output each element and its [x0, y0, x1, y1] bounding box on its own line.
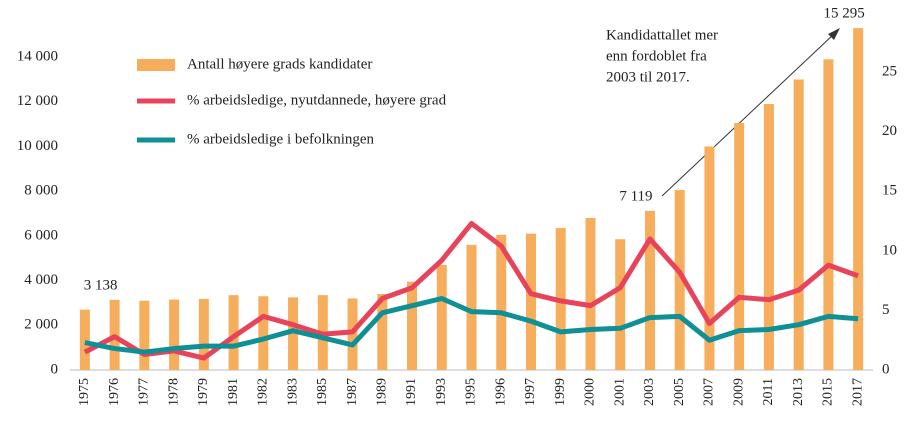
bar [169, 299, 180, 370]
bar [644, 210, 655, 370]
bar [496, 234, 507, 370]
x-tick-label: 1978 [166, 378, 181, 406]
legend-label: Antall høyere grads kandidater [187, 56, 372, 72]
x-tick-label: 2001 [612, 378, 627, 406]
x-tick-label: 1991 [404, 378, 419, 406]
x-tick-label: 1979 [196, 378, 211, 406]
x-tick-label: 1989 [374, 378, 389, 406]
x-tick-label: 1999 [553, 378, 568, 406]
legend-label: % arbeidsledige i befolkningen [187, 131, 375, 147]
data-label: 15 295 [824, 6, 865, 22]
bar [407, 281, 418, 370]
y-tick-label: 14 000 [17, 48, 58, 64]
x-tick-label: 2013 [791, 378, 806, 406]
x-tick-label: 1996 [493, 378, 508, 406]
x-tick-label: 1982 [256, 378, 271, 406]
bar [853, 28, 864, 371]
bar [288, 297, 299, 370]
bar [763, 104, 774, 370]
bar [585, 218, 596, 370]
x-tick-label: 1983 [285, 378, 300, 406]
legend-swatch [137, 59, 175, 71]
bar [377, 294, 388, 370]
x-tick-label: 1993 [434, 378, 449, 406]
x-tick-label: 2011 [761, 378, 776, 405]
x-tick-label: 2007 [702, 378, 717, 406]
bar [198, 298, 209, 370]
annotation: 2003 til 2017. [606, 69, 690, 85]
y2-tick-label: 10 [882, 242, 897, 258]
x-tick-label: 1981 [226, 378, 241, 406]
y-tick-label: 2 000 [24, 317, 58, 333]
legend-label: % arbeidsledige, nyutdannede, høyere gra… [187, 92, 447, 108]
data-label: 7 119 [619, 188, 652, 204]
bar [228, 295, 239, 370]
line-series [84, 296, 859, 355]
bar [258, 296, 269, 370]
y-tick-label: 4 000 [24, 272, 58, 288]
bar [823, 59, 834, 370]
annotation-arrow [661, 33, 835, 197]
arrow-head [828, 28, 840, 40]
x-tick-label: 2005 [672, 378, 687, 406]
x-tick-label: 1987 [345, 378, 360, 406]
annotation: enn fordoblet fra [606, 48, 707, 64]
y2-tick-label: 5 [882, 302, 890, 318]
y-tick-label: 0 [51, 361, 59, 377]
x-tick-label: 2000 [583, 378, 598, 406]
x-tick-label: 1985 [315, 378, 330, 406]
line-series [83, 220, 859, 361]
bar [79, 309, 90, 370]
bar [674, 190, 685, 370]
y-tick-label: 10 000 [17, 138, 58, 154]
bar [466, 244, 477, 370]
y-tick-label: 12 000 [17, 93, 58, 109]
x-tick-label: 2015 [821, 378, 836, 406]
y2-tick-label: 0 [882, 361, 890, 377]
y-tick-label: 6 000 [24, 227, 58, 243]
bar [436, 264, 447, 370]
bar [139, 300, 150, 370]
bar [704, 146, 715, 370]
x-tick-label: 2009 [731, 378, 746, 406]
x-tick-label: 1997 [523, 378, 538, 406]
x-tick-label: 2003 [642, 378, 657, 406]
y-tick-label: 8 000 [24, 183, 58, 199]
y2-tick-label: 15 [882, 183, 897, 199]
data-label: 3 138 [84, 277, 118, 293]
annotation: Kandidattallet mer [606, 27, 718, 43]
x-tick-label: 1995 [464, 378, 479, 406]
x-tick-label: 1976 [107, 378, 122, 406]
y2-tick-label: 20 [882, 123, 897, 139]
bar [793, 79, 804, 370]
bar [525, 233, 536, 370]
bar [615, 239, 626, 370]
y2-tick-label: 25 [882, 64, 897, 80]
x-tick-label: 1977 [137, 378, 152, 406]
x-tick-label: 2017 [850, 378, 865, 406]
x-tick-label: 1975 [77, 378, 92, 406]
bar [734, 123, 745, 370]
